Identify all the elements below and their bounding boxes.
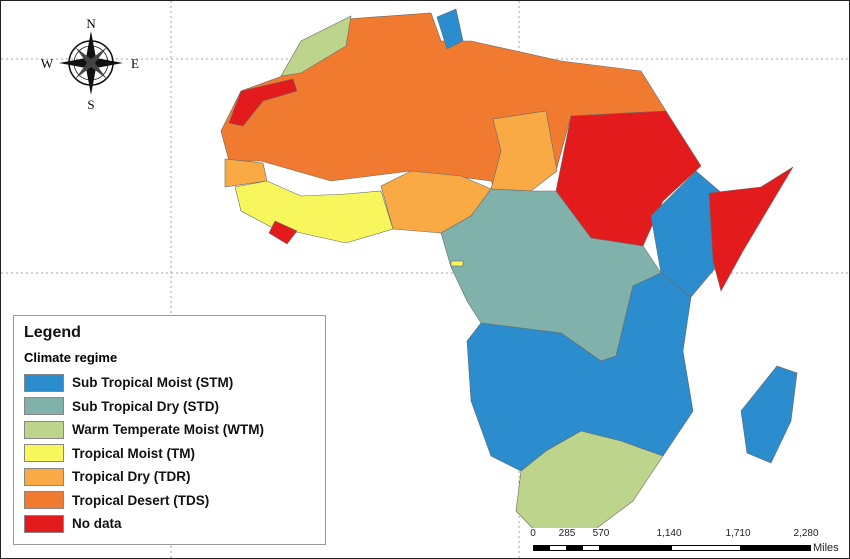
scale-tick: 285 [558,528,576,539]
legend-swatch [24,514,64,533]
compass-s: S [87,97,94,112]
region-nodata-liberia [268,220,298,245]
legend: Legend Climate regime Sub Tropical Moist… [13,315,326,545]
scale-tick: 2,280 [793,528,819,539]
region-tm-eqguinea [450,260,464,267]
legend-label: Tropical Desert (TDS) [72,492,210,508]
region-nodata-somalia [708,166,794,292]
legend-item: Warm Temperate Moist (WTM) [24,418,315,442]
compass-rose: N S W E [41,16,139,112]
scale-bar: 0 285 570 1,140 1,710 2,280 Miles [523,528,849,558]
region-stm-south [466,272,694,472]
legend-label: No data [72,516,122,532]
legend-item: Tropical Dry (TDR) [24,465,315,489]
legend-swatch [24,397,64,416]
scale-tick: 1,710 [725,528,751,539]
legend-swatch [24,373,64,392]
region-tm-west [234,180,394,244]
compass-e: E [131,56,139,71]
legend-item: Sub Tropical Dry (STD) [24,395,315,419]
region-tdr-chad [490,110,558,192]
legend-label: Tropical Dry (TDR) [72,469,191,485]
region-wtm-morocco [280,15,352,77]
region-stm-madagascar [740,365,798,464]
legend-swatch [24,467,64,486]
scale-tick: 570 [592,528,610,539]
scale-tick: 0 [530,528,536,539]
legend-title: Legend [24,324,81,341]
legend-item: Tropical Moist (TM) [24,442,315,466]
region-nodata-wsahara [228,78,298,127]
legend-swatch [24,444,64,463]
scale-tick: 1,140 [656,528,682,539]
legend-label: Warm Temperate Moist (WTM) [72,422,265,438]
legend-label: Tropical Moist (TM) [72,445,195,461]
region-stm-tunisia [436,8,464,50]
compass-n: N [86,16,96,31]
legend-item: Tropical Desert (TDS) [24,489,315,513]
regions [220,8,798,538]
scale-units: Miles [813,542,839,554]
scale-bar-graphic [533,545,811,551]
compass-w: W [41,56,54,71]
legend-item: No data [24,512,315,536]
legend-swatch [24,491,64,510]
legend-label: Sub Tropical Dry (STD) [72,398,220,414]
region-wtm-southafrica [515,430,664,538]
legend-label: Sub Tropical Moist (STM) [72,375,234,391]
legend-item: Sub Tropical Moist (STM) [24,371,315,395]
legend-swatch [24,420,64,439]
legend-subtitle: Climate regime [24,350,118,365]
